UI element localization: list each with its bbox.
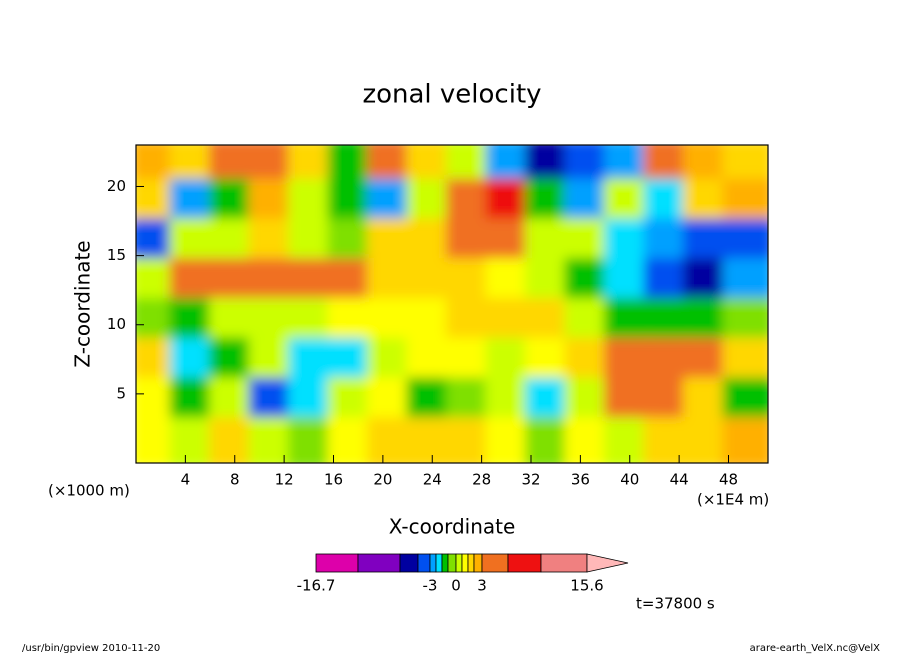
colorbar-tick-label: -16.7 — [297, 577, 336, 595]
y-tick-label: 5 — [116, 384, 126, 402]
chart-title: zonal velocity — [362, 80, 541, 110]
field-cell — [722, 417, 768, 463]
colorbar-segment — [435, 553, 443, 573]
footer-left: /usr/bin/gpview 2010-11-20 — [22, 643, 160, 654]
y-tick-label: 10 — [107, 315, 126, 333]
x-tick-label: 44 — [670, 471, 689, 489]
x-unit: (×1E4 m) — [697, 491, 769, 509]
colorbar-segment — [441, 553, 449, 573]
colorbar-segment — [455, 553, 463, 573]
x-tick-label: 20 — [373, 471, 392, 489]
y-tick-label: 20 — [107, 177, 126, 195]
x-tick-label: 40 — [620, 471, 639, 489]
colorbar-segment — [315, 553, 359, 573]
colorbar-segment — [467, 553, 475, 573]
y-axis-label: Z-coordinate — [71, 240, 95, 367]
y-tick-label: 15 — [107, 246, 126, 264]
colorbar-extend — [586, 553, 629, 573]
colorbar-segment — [507, 553, 542, 573]
x-tick-label: 28 — [472, 471, 491, 489]
colorbar-segment — [429, 553, 437, 573]
x-axis-label: X-coordinate — [389, 515, 516, 539]
colorbar-segment — [473, 553, 483, 573]
x-tick-label: 24 — [423, 471, 442, 489]
colorbar-segment — [417, 553, 431, 573]
x-tick-label: 8 — [230, 471, 240, 489]
x-tick-label: 32 — [521, 471, 540, 489]
footer-right: arare-earth_VelX.nc@VelX — [750, 643, 881, 654]
field — [136, 145, 768, 463]
time-label: t=37800 s — [636, 595, 715, 613]
x-tick-label: 36 — [571, 471, 590, 489]
colorbar-segment — [481, 553, 509, 573]
colorbar-tick-label: 15.6 — [570, 577, 603, 595]
x-tick-label: 12 — [275, 471, 294, 489]
colorbar-segment — [357, 553, 401, 573]
x-tick-label: 4 — [181, 471, 191, 489]
plot-frame — [135, 144, 769, 464]
x-tick-label: 48 — [719, 471, 738, 489]
x-tick-label: 16 — [324, 471, 343, 489]
colorbar-segment — [540, 553, 588, 573]
colorbar-segment — [399, 553, 419, 573]
colorbar-segment — [447, 553, 457, 573]
colorbar-tick-label: -3 — [423, 577, 438, 595]
colorbar-segment — [461, 553, 469, 573]
y-unit: (×1000 m) — [48, 482, 130, 500]
colorbar-tick-label: 0 — [451, 577, 461, 595]
colorbar-tick-label: 3 — [477, 577, 487, 595]
